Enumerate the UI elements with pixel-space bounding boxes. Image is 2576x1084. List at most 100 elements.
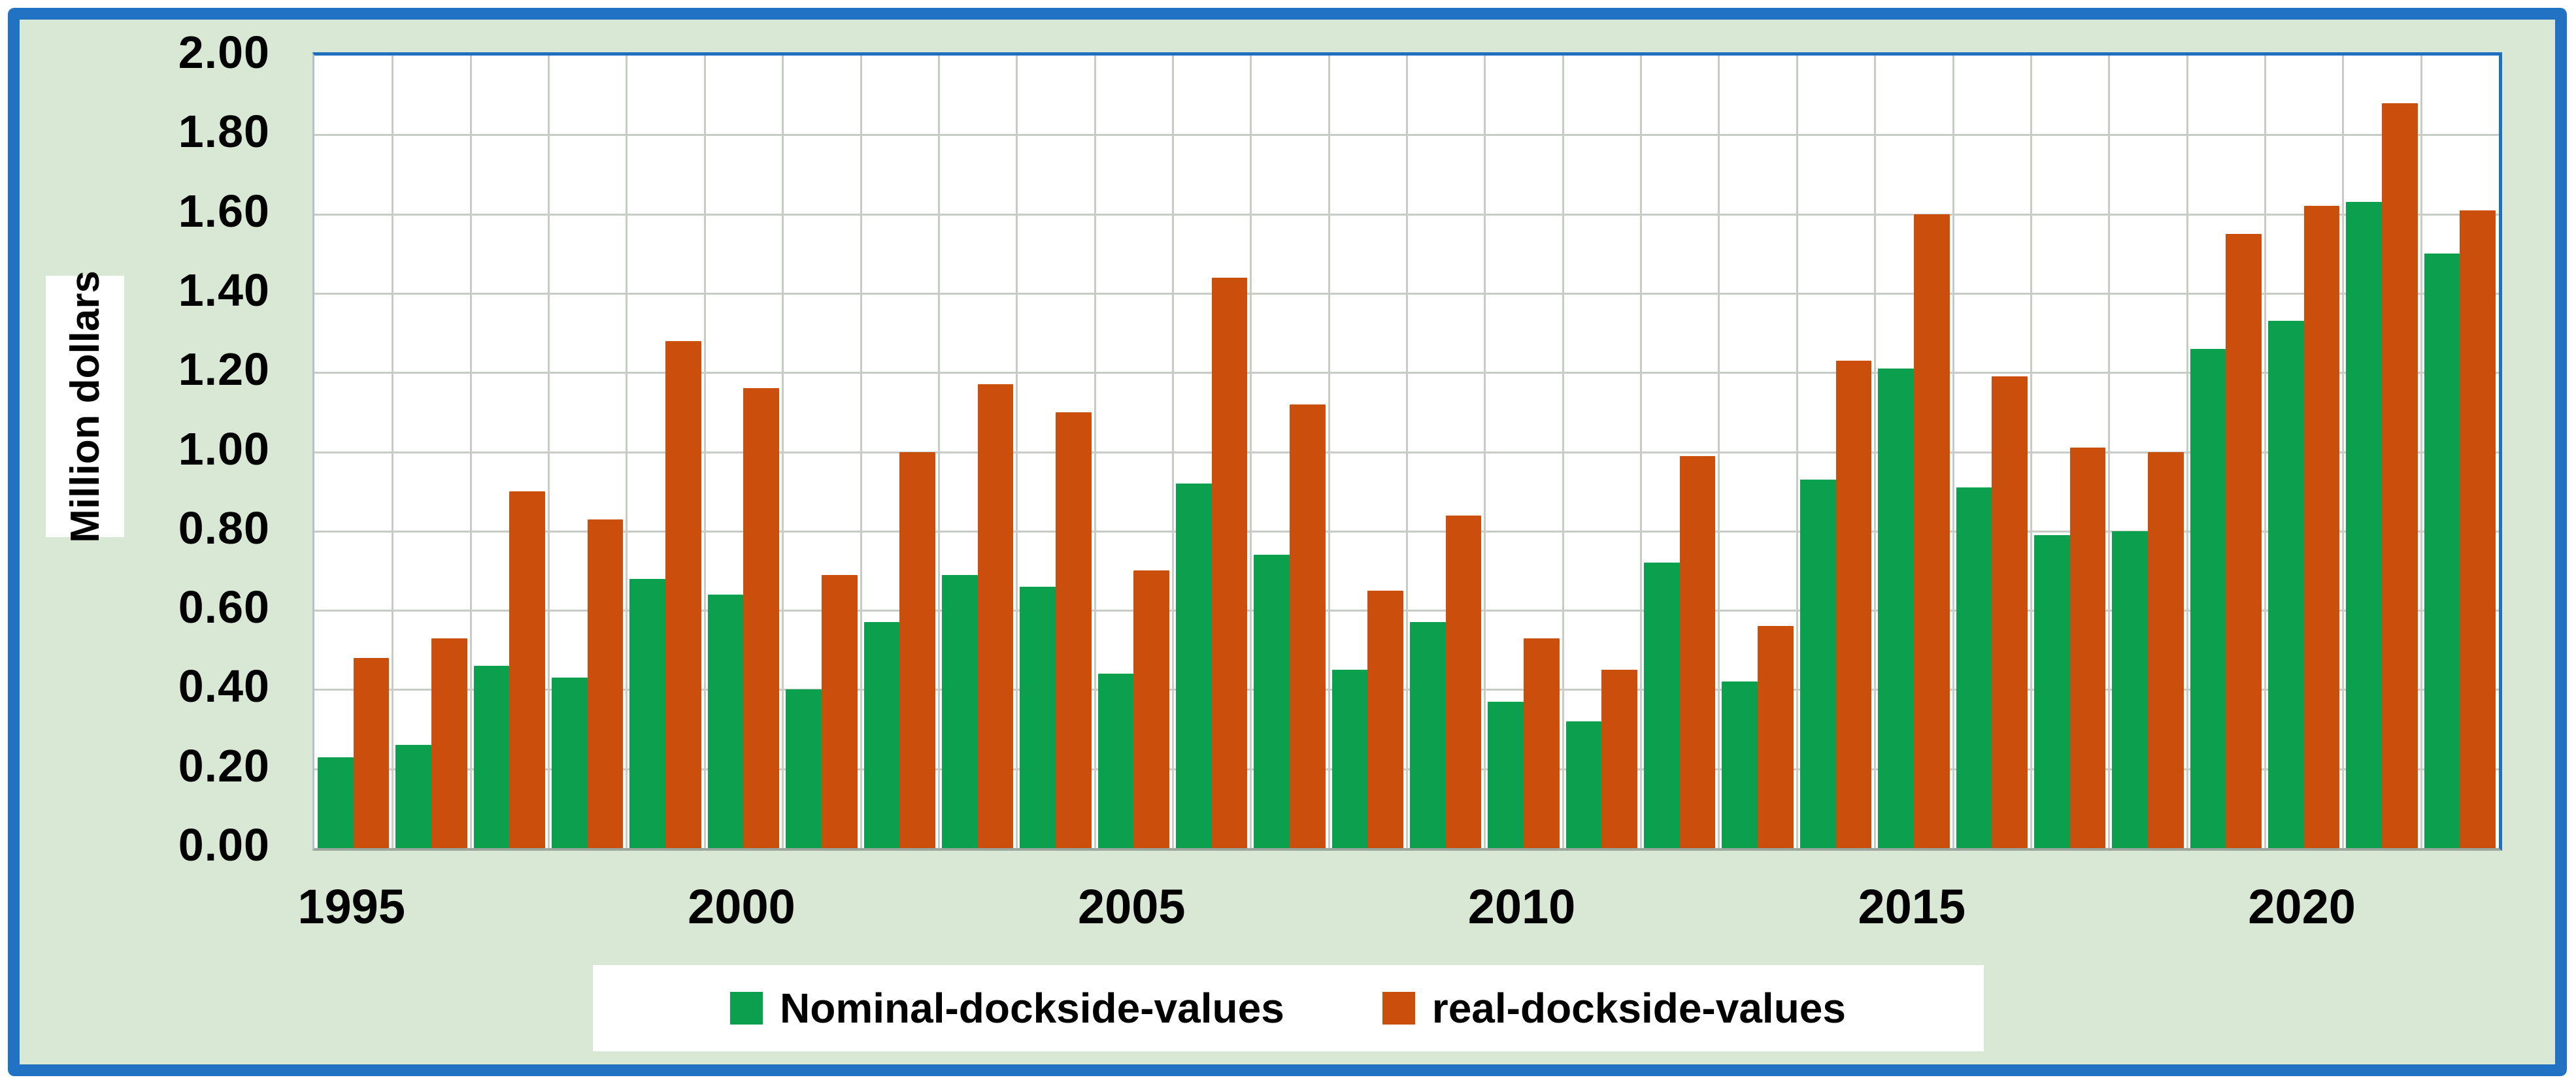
plot-area	[312, 52, 2502, 851]
bar-real-dockside-values-2018	[2147, 452, 2184, 848]
bar-real-dockside-values-2001	[821, 574, 858, 848]
y-tick-label: 1.80	[178, 106, 270, 157]
bar-group-1995	[314, 56, 392, 848]
gridline-vertical	[860, 56, 862, 848]
bar-group-2009	[1407, 56, 1484, 848]
legend-item-Nominal-dockside-values: Nominal-dockside-values	[730, 984, 1284, 1032]
bar-group-2014	[1797, 56, 1875, 848]
y-tick-label: 1.20	[178, 344, 270, 395]
gridline-vertical	[626, 56, 628, 848]
y-axis-tick-labels: 2.00 1.80 1.60 1.40 1.20 1.00 0.80 0.60 0.40 0.20…	[0, 27, 270, 870]
legend-label: real-dockside-values	[1431, 985, 1846, 1032]
gridline-vertical	[1562, 56, 1564, 848]
bar-Nominal-dockside-values-2022	[2424, 254, 2460, 848]
gridline-vertical	[1250, 56, 1252, 848]
gridline-vertical	[1171, 56, 1174, 848]
bar-Nominal-dockside-values-2020	[2267, 321, 2304, 848]
legend-swatch-icon	[730, 992, 763, 1025]
bar-group-2001	[782, 56, 860, 848]
gridline-vertical	[703, 56, 706, 848]
y-tick-label: 1.60	[178, 185, 270, 237]
bar-Nominal-dockside-values-2009	[1410, 622, 1446, 848]
gridline-vertical	[1718, 56, 1720, 848]
bar-Nominal-dockside-values-2005	[1097, 674, 1134, 848]
bar-group-2008	[1329, 56, 1407, 848]
bar-Nominal-dockside-values-2003	[941, 574, 978, 848]
bar-real-dockside-values-1997	[509, 491, 546, 848]
bar-real-dockside-values-2005	[1133, 570, 1169, 848]
gridline-vertical	[1640, 56, 1643, 848]
bar-Nominal-dockside-values-2018	[2112, 531, 2148, 848]
bar-real-dockside-values-1995	[353, 657, 390, 848]
bar-group-2005	[1095, 56, 1173, 848]
bar-Nominal-dockside-values-2006	[1175, 484, 1212, 848]
legend-label: Nominal-dockside-values	[780, 985, 1284, 1032]
legend-swatch-icon	[1382, 992, 1415, 1025]
bar-group-1996	[392, 56, 470, 848]
bar-real-dockside-values-2004	[1055, 412, 1092, 848]
bar-real-dockside-values-2022	[2460, 210, 2496, 848]
bar-real-dockside-values-2006	[1211, 277, 1248, 848]
bar-Nominal-dockside-values-2015	[1878, 369, 1914, 848]
bar-group-1998	[548, 56, 626, 848]
bar-Nominal-dockside-values-2014	[1799, 479, 1836, 848]
gridline-vertical	[937, 56, 940, 848]
bar-group-2000	[705, 56, 782, 848]
bar-real-dockside-values-2020	[2303, 206, 2340, 848]
x-tick-label-2000: 2000	[688, 879, 795, 934]
bar-Nominal-dockside-values-2007	[1254, 555, 1290, 848]
bar-real-dockside-values-2008	[1367, 590, 1404, 848]
bar-group-2022	[2421, 56, 2499, 848]
bar-real-dockside-values-2015	[1913, 214, 1950, 848]
bar-real-dockside-values-2013	[1758, 626, 1794, 848]
bar-group-1997	[471, 56, 548, 848]
y-axis-title-box: Million dollars	[46, 271, 124, 542]
gridline-vertical	[548, 56, 550, 848]
bar-real-dockside-values-2016	[1992, 376, 2028, 848]
bar-Nominal-dockside-values-2010	[1488, 701, 1524, 848]
x-axis-tick-labels: 1995 2000 2005 2010 2015 2020	[0, 879, 2576, 944]
bar-real-dockside-values-1996	[431, 638, 467, 848]
gridline-vertical	[1796, 56, 1798, 848]
bar-group-1999	[626, 56, 704, 848]
x-tick-label-2010: 2010	[1467, 879, 1576, 934]
bar-Nominal-dockside-values-2012	[1644, 563, 1680, 848]
bar-real-dockside-values-2002	[899, 452, 935, 848]
y-tick-label: 2.00	[178, 27, 270, 78]
bar-Nominal-dockside-values-2001	[786, 689, 822, 848]
bar-real-dockside-values-1999	[665, 340, 701, 848]
y-tick-label: 0.60	[178, 582, 270, 633]
gridline-vertical	[2264, 56, 2266, 848]
bar-group-2016	[1953, 56, 2031, 848]
x-tick-label-2020: 2020	[2248, 879, 2356, 934]
bar-group-2017	[2031, 56, 2109, 848]
bar-Nominal-dockside-values-1996	[395, 745, 432, 848]
bar-Nominal-dockside-values-2011	[1565, 721, 1602, 848]
bar-group-2003	[939, 56, 1016, 848]
bar-Nominal-dockside-values-2021	[2346, 202, 2383, 848]
gridline-vertical	[1952, 56, 1954, 848]
bar-group-2002	[861, 56, 939, 848]
bar-group-2011	[1563, 56, 1641, 848]
bar-Nominal-dockside-values-2008	[1331, 670, 1368, 848]
bar-Nominal-dockside-values-1997	[473, 666, 510, 848]
bar-group-2020	[2265, 56, 2343, 848]
bar-groups	[314, 56, 2499, 848]
bar-real-dockside-values-2012	[1679, 455, 1716, 848]
gridline-vertical	[469, 56, 472, 848]
bar-real-dockside-values-2011	[1601, 670, 1638, 848]
bar-group-2013	[1718, 56, 1796, 848]
bar-group-2019	[2187, 56, 2265, 848]
x-tick-label-1995: 1995	[297, 879, 405, 934]
bar-real-dockside-values-2000	[743, 388, 780, 848]
gridline-vertical	[1094, 56, 1096, 848]
bar-Nominal-dockside-values-1998	[552, 678, 588, 848]
gridline-vertical	[2186, 56, 2188, 848]
bar-group-2012	[1641, 56, 1718, 848]
bar-real-dockside-values-2019	[2226, 233, 2262, 848]
gridline-vertical	[2420, 56, 2422, 848]
bar-Nominal-dockside-values-2019	[2190, 348, 2226, 848]
bar-Nominal-dockside-values-2013	[1722, 682, 1758, 848]
x-tick-label-2005: 2005	[1077, 879, 1186, 934]
gridline-vertical	[392, 56, 394, 848]
